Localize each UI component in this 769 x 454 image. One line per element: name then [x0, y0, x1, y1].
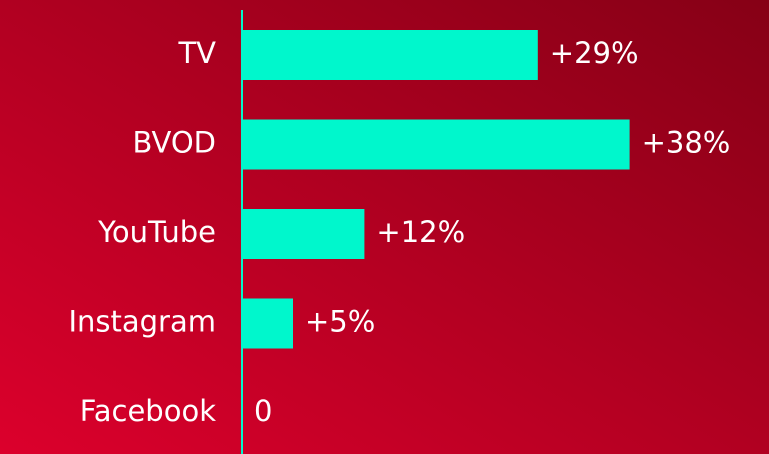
value-label: +12%: [376, 215, 465, 249]
category-label: YouTube: [97, 215, 216, 249]
value-label: 0: [254, 394, 272, 428]
category-label: TV: [177, 36, 216, 70]
category-label: Instagram: [68, 305, 216, 339]
category-label: Facebook: [80, 394, 216, 428]
bar: [242, 209, 365, 259]
value-label: +5%: [305, 305, 375, 339]
category-label: BVOD: [133, 126, 217, 160]
value-label: +38%: [642, 126, 731, 160]
bar: [242, 119, 630, 170]
bar: [242, 298, 293, 349]
value-label: +29%: [550, 36, 639, 70]
bar: [242, 30, 538, 80]
